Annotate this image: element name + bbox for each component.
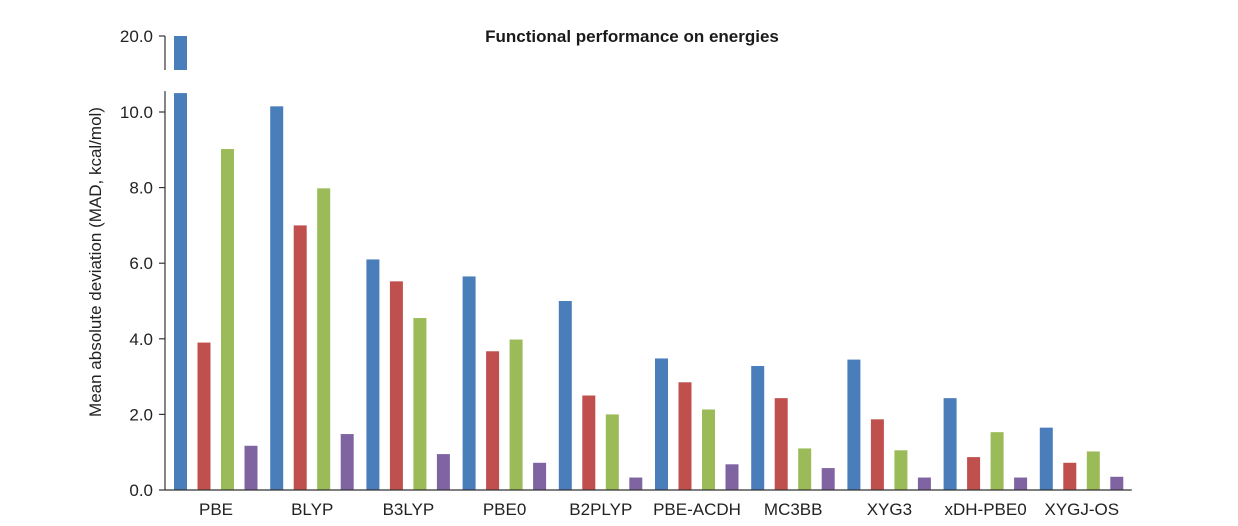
bar-2: [582, 395, 596, 490]
bar-3: [798, 448, 812, 490]
y-axis: 0.0 2.0 4.0 6.0 8.0 10.0 20.0: [120, 27, 166, 500]
bar-2: [197, 342, 211, 490]
bar-1: [462, 276, 476, 490]
bar-3: [413, 318, 427, 490]
chart-title: Functional performance on energies: [485, 27, 779, 46]
bar-1: [847, 359, 861, 490]
x-tick-label: PBE: [199, 500, 233, 519]
bar-3: [702, 409, 715, 490]
bar-2: [678, 382, 692, 490]
x-tick-label: XYGJ-OS: [1044, 500, 1119, 519]
x-axis: PBE BLYP B3LYP PBE0 B2PLYP PBE-ACDH MC3BB XYG3 x…: [165, 489, 1132, 519]
bar-4: [725, 464, 739, 490]
bar-3: [1086, 451, 1100, 490]
bar-3: [509, 339, 523, 490]
bar-2: [1063, 462, 1077, 490]
bar-2: [774, 398, 788, 490]
bar-2: [486, 351, 500, 490]
bar-2: [389, 281, 403, 490]
bar-group-b3lyp: [366, 259, 450, 490]
y-tick-label: 6.0: [129, 254, 153, 273]
bar-3: [990, 432, 1004, 490]
bar-4: [436, 454, 450, 490]
bar-group-xyg3: [847, 359, 931, 490]
x-tick-label: xDH-PBE0: [945, 500, 1027, 519]
bar-3: [605, 414, 619, 490]
y-tick-label: 4.0: [129, 330, 153, 349]
bar-3: [221, 149, 234, 490]
bar-1: [270, 106, 284, 490]
bar-group-pbe-acdh: [655, 358, 739, 490]
bar-1-lower: [174, 93, 187, 490]
bar-4: [821, 468, 835, 490]
bar-1: [943, 398, 957, 490]
bar-3: [317, 188, 331, 490]
bar-1: [366, 259, 380, 490]
bar-group-pbe0: [462, 276, 547, 490]
bar-3: [894, 450, 908, 490]
x-tick-label: PBE-ACDH: [653, 500, 741, 519]
y-tick-label: 2.0: [129, 405, 153, 424]
bars-group: [174, 36, 1124, 490]
y-tick-label: 10.0: [120, 103, 153, 122]
x-tick-label: XYG3: [867, 500, 912, 519]
x-tick-label: PBE0: [483, 500, 526, 519]
bar-1: [1039, 427, 1053, 490]
bar-4: [629, 477, 643, 490]
bar-group-mc3bb: [751, 366, 835, 490]
bar-group-blyp: [270, 106, 354, 490]
bar-1: [751, 366, 765, 490]
bar-group-xdh-pbe0: [943, 398, 1028, 490]
y-tick-label: 0.0: [129, 481, 153, 500]
y-tick-label: 8.0: [129, 179, 153, 198]
x-tick-label: B2PLYP: [569, 500, 632, 519]
bar-4: [917, 477, 931, 490]
bar-4: [1014, 477, 1028, 490]
x-tick-label: MC3BB: [764, 500, 823, 519]
bar-4: [244, 445, 258, 490]
y-tick-label: 20.0: [120, 27, 153, 46]
bar-1-upper: [174, 36, 187, 70]
y-axis-label: Mean absolute deviation (MAD, kcal/mol): [86, 107, 105, 417]
bar-1: [558, 301, 572, 490]
x-tick-label: B3LYP: [383, 500, 435, 519]
bar-4: [1110, 476, 1124, 490]
bar-2: [967, 457, 981, 490]
bar-2: [870, 419, 884, 490]
bar-1: [655, 358, 668, 490]
bar-group-b2plyp: [558, 301, 643, 490]
bar-group-xygj-os: [1039, 427, 1124, 490]
x-tick-label: BLYP: [291, 500, 333, 519]
bar-4: [533, 462, 547, 490]
bar-group-pbe: [174, 36, 258, 490]
bar-4: [340, 434, 354, 490]
bar-2: [293, 225, 307, 490]
